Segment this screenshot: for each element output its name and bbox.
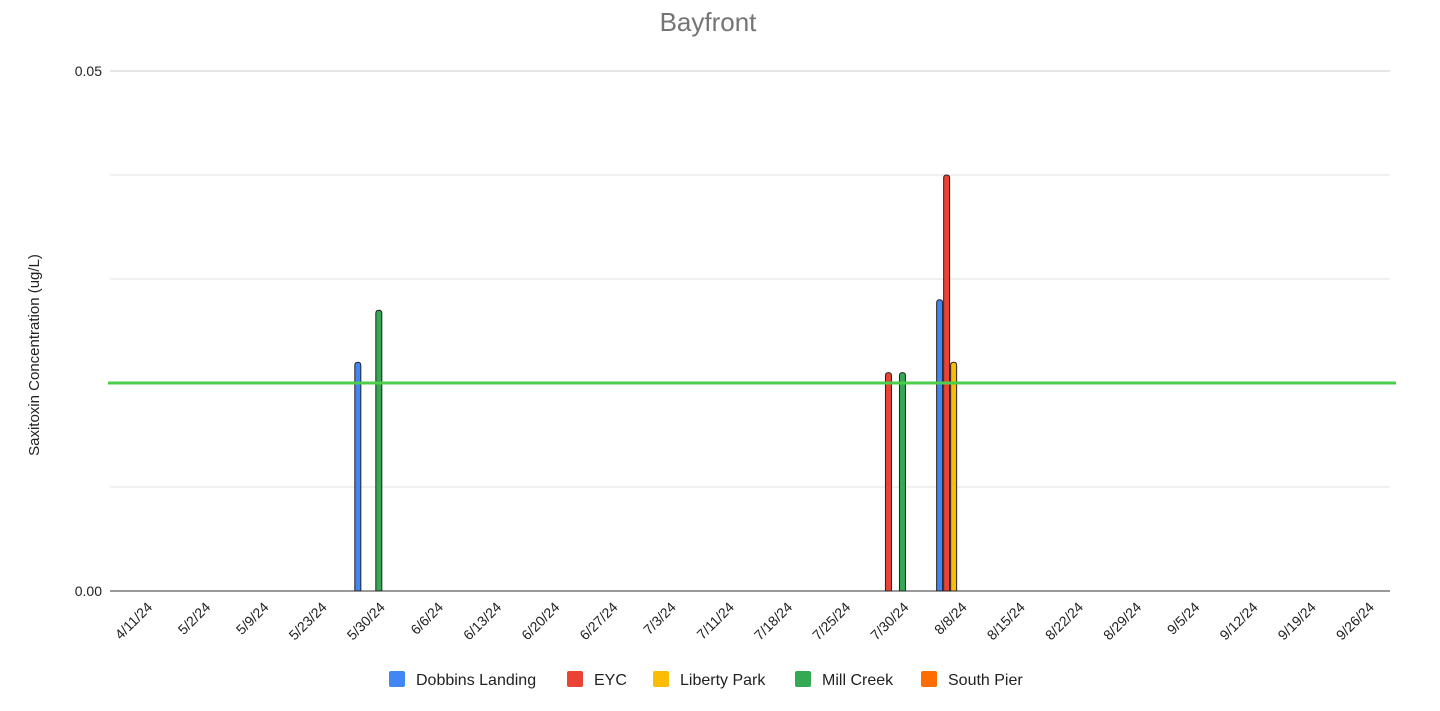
x-tick-label: 5/30/24 — [344, 599, 388, 643]
bar — [936, 299, 944, 592]
bar — [375, 309, 383, 592]
x-tick-label: 7/25/24 — [809, 599, 853, 643]
legend-label: South Pier — [948, 672, 1023, 689]
legend-swatch — [389, 671, 405, 687]
legend-swatch — [795, 671, 811, 687]
x-tick-label: 4/11/24 — [112, 599, 156, 643]
bar — [950, 361, 958, 592]
x-tick-label: 7/30/24 — [867, 599, 911, 643]
x-tick-label: 6/27/24 — [576, 599, 620, 643]
y-tick-label: 0.00 — [75, 583, 102, 599]
x-tick-label: 9/12/24 — [1216, 599, 1260, 643]
x-tick-label: 7/11/24 — [693, 599, 737, 643]
x-tick-label: 7/18/24 — [751, 599, 795, 643]
x-tick-label: 6/20/24 — [518, 599, 562, 643]
bar — [354, 361, 362, 592]
bar — [898, 372, 906, 592]
x-tick-label: 7/3/24 — [640, 599, 679, 638]
legend-swatch — [921, 671, 937, 687]
y-tick-label: 0.05 — [75, 63, 102, 79]
x-tick-label: 9/19/24 — [1274, 599, 1318, 643]
x-tick-label: 9/26/24 — [1333, 599, 1377, 643]
x-tick-label: 5/23/24 — [285, 599, 329, 643]
legend-label: Liberty Park — [680, 672, 766, 689]
x-tick-label: 5/2/24 — [175, 599, 214, 638]
y-axis-label: Saxitoxin Concentration (ug/L) — [26, 254, 43, 456]
x-tick-label: 8/15/24 — [984, 599, 1028, 643]
x-tick-label: 6/13/24 — [460, 599, 504, 643]
legend-label: EYC — [594, 672, 627, 689]
x-tick-label: 5/9/24 — [233, 599, 272, 638]
legend-label: Dobbins Landing — [416, 672, 536, 689]
x-tick-label: 6/6/24 — [407, 599, 446, 638]
legend-label: Mill Creek — [822, 672, 894, 689]
x-tick-label: 8/22/24 — [1042, 599, 1086, 643]
bar — [884, 372, 892, 592]
chart-title: Bayfront — [660, 7, 758, 37]
x-tick-label: 8/8/24 — [931, 599, 970, 638]
x-tick-label: 9/5/24 — [1164, 599, 1203, 638]
legend-swatch — [653, 671, 669, 687]
x-tick-label: 8/29/24 — [1100, 599, 1144, 643]
legend-swatch — [567, 671, 583, 687]
